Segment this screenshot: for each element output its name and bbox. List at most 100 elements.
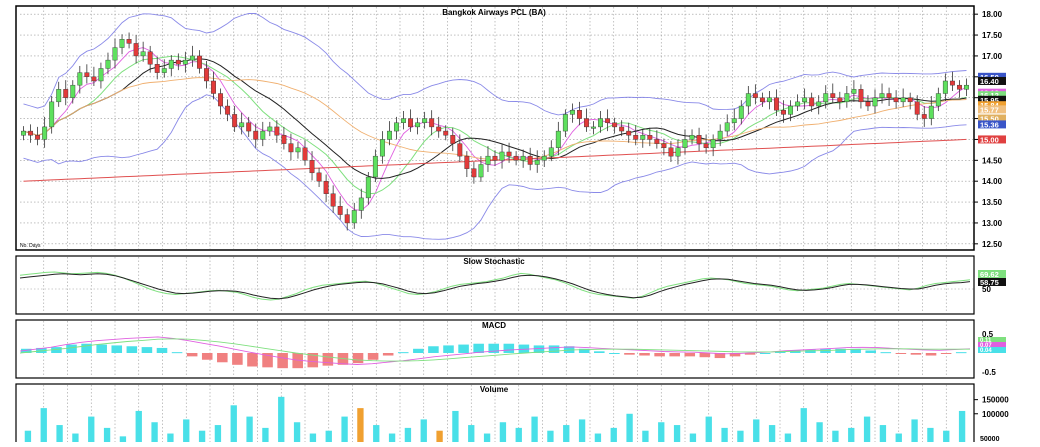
candle-down <box>63 89 69 98</box>
volume-bar <box>388 433 396 442</box>
macd-histogram-bar <box>880 352 892 354</box>
candle-down <box>309 160 315 174</box>
candle-down <box>513 155 519 161</box>
macd-histogram-bar <box>186 353 198 357</box>
price-y-tick-label: 18.00 <box>982 10 1003 19</box>
macd-histogram-bar <box>835 348 846 353</box>
price-y-tick-label: 13.50 <box>982 198 1003 207</box>
volume-bar <box>879 425 887 442</box>
volume-bar <box>262 427 269 442</box>
macd-histogram-bar <box>322 353 334 366</box>
volume-bar <box>88 416 95 442</box>
macd-histogram-bar <box>669 353 680 357</box>
macd-panel: 0.5 -0.5 0.110.070.04 MACD <box>15 319 1006 379</box>
candle-down <box>126 39 132 44</box>
price-tag-label: 16.40 <box>980 77 999 86</box>
candle-down <box>337 206 343 215</box>
macd-histogram-bar <box>247 353 258 367</box>
candle-down <box>956 84 962 90</box>
bollinger-upper-line <box>23 13 967 116</box>
price-tag-box <box>978 95 1006 104</box>
candle-down <box>147 51 153 65</box>
candle-down <box>893 97 899 103</box>
macd-histogram-bar <box>201 353 213 360</box>
volume-bar <box>246 416 253 442</box>
candle-down <box>752 93 758 98</box>
candle-up <box>98 68 104 82</box>
candle-down <box>921 114 927 119</box>
chart-title: Bangkok Airways PCL (BA) <box>442 8 546 17</box>
price-y-tick-label: 14.00 <box>982 177 1003 186</box>
volume-cutoff-label: 50000 <box>980 436 1000 442</box>
macd-histogram-bar <box>156 347 168 353</box>
candle-down <box>774 97 779 111</box>
macd-tag-box <box>978 337 1006 343</box>
volume-bar <box>420 419 427 442</box>
candle-up <box>548 147 554 157</box>
volume-bars <box>24 396 966 442</box>
candle-down <box>612 122 618 128</box>
price-grid <box>20 7 974 249</box>
candle-down <box>457 143 463 157</box>
candle-down <box>626 130 632 136</box>
price-tag-box <box>978 105 1006 114</box>
volume-bar <box>547 430 554 442</box>
volume-bar <box>230 405 237 442</box>
macd-tag-label: 0.11 <box>980 338 992 344</box>
price-tag-label: 15.00 <box>980 135 999 144</box>
stochastic-d-line <box>19 273 971 300</box>
candle-up <box>851 89 857 94</box>
volume-title: Volume <box>480 385 509 394</box>
stochastic-tag-label: 69.62 <box>980 270 999 279</box>
macd-histogram-bar <box>367 353 379 360</box>
price-y-tick-label: 12.50 <box>982 240 1003 249</box>
candle-down <box>837 97 843 103</box>
macd-histogram-bar <box>262 353 273 368</box>
macd-histogram-bar <box>111 345 123 353</box>
candle-down <box>196 55 202 69</box>
macd-histogram-bar <box>518 344 530 353</box>
volume-bar <box>357 408 364 442</box>
candle-down <box>949 80 955 86</box>
volume-bar <box>278 396 285 442</box>
candle-up <box>401 118 406 123</box>
candle-up <box>534 160 540 165</box>
candle-down <box>696 135 702 144</box>
candle-up <box>358 197 364 211</box>
candle-down <box>654 139 660 144</box>
volume-panel-frame <box>15 383 975 447</box>
stochastic-lines <box>19 271 971 301</box>
macd-histogram-bar <box>910 353 922 355</box>
price-tag-label: 15.95 <box>980 96 999 105</box>
price-tag-box <box>978 72 1006 81</box>
macd-histogram-bar <box>578 348 590 353</box>
candle-down <box>274 126 280 136</box>
volume-bar <box>816 422 823 442</box>
macd-histogram-bar <box>503 343 515 353</box>
price-tag-box <box>978 76 1006 85</box>
volume-bar <box>832 430 839 442</box>
volume-bar <box>848 427 855 442</box>
macd-histogram-bar <box>232 353 243 365</box>
candle-up <box>598 118 604 128</box>
volume-bar <box>863 416 871 442</box>
macd-signal-line <box>19 338 970 362</box>
volume-bar <box>119 436 127 442</box>
volume-bar <box>721 427 728 442</box>
candle-up <box>70 84 76 98</box>
macd-histogram-bar <box>563 346 575 353</box>
candle-down <box>619 126 625 132</box>
price-tags: 16.5016.4016.1216.1215.9515.8415.7715.50… <box>978 72 1006 144</box>
candle-up <box>710 139 716 148</box>
candle-up <box>140 51 146 57</box>
candle-up <box>682 139 688 148</box>
macd-histogram-bar <box>171 352 183 354</box>
candle-down <box>464 155 470 169</box>
candle-up <box>189 55 195 61</box>
candle-up <box>49 101 55 128</box>
macd-histogram-bar <box>533 345 545 353</box>
candle-down <box>253 130 259 140</box>
macd-histogram-bar <box>21 348 32 353</box>
volume-bar <box>135 410 142 442</box>
